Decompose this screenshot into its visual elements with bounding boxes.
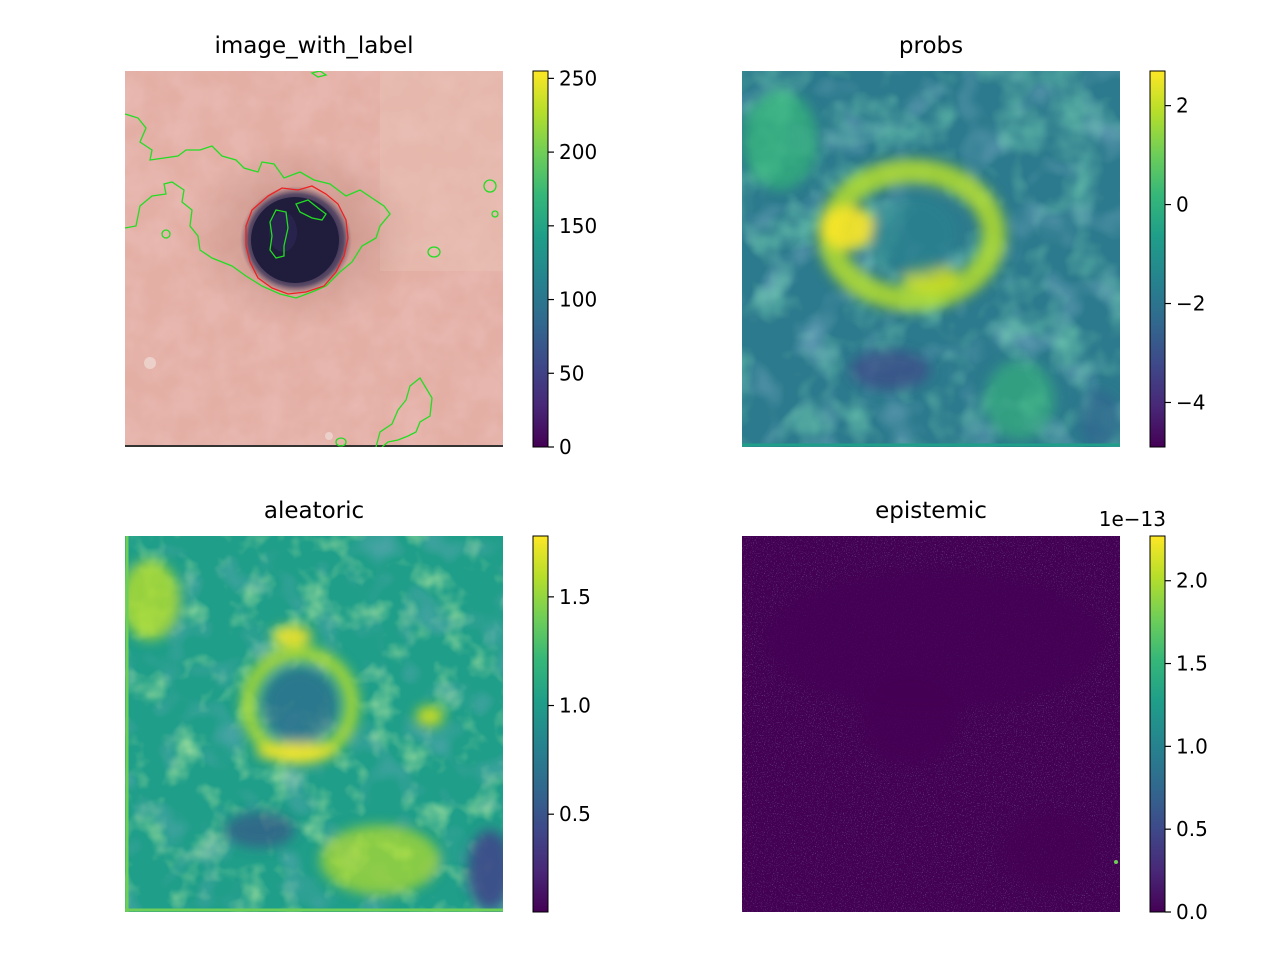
panel-title: epistemic	[875, 498, 987, 524]
colorbar-tick-label: 1.0	[1176, 734, 1208, 758]
panel-title: image_with_label	[214, 33, 413, 59]
colorbar-tick-label: 0	[559, 435, 572, 459]
green-contour-bottom	[375, 377, 433, 447]
red-contour	[245, 185, 349, 295]
panel-probs: probs −4 −2 0 2	[742, 33, 1205, 448]
green-contour-spot	[161, 229, 171, 239]
colorbar-tick-label: 1.5	[559, 585, 591, 609]
colorbar-tick-label: 1.5	[1176, 652, 1208, 676]
colorbar: 0.0 0.5 1.0 1.5 2.0	[1149, 535, 1208, 924]
colorbar-tick-label: 200	[559, 140, 597, 164]
green-contour-spot	[483, 179, 497, 193]
colorbar-tick-label: 1.0	[559, 694, 591, 718]
panel-title: probs	[899, 33, 963, 59]
colorbar-tick-label: 0	[1176, 193, 1189, 217]
green-contour-spot	[335, 437, 347, 447]
probs-heatmap	[742, 71, 1120, 447]
panel-image-with-label: image_with_label	[125, 33, 597, 459]
label-contours	[125, 71, 499, 447]
colorbar-tick-label: 50	[559, 361, 584, 385]
colorbar-tick-label: 150	[559, 214, 597, 238]
green-contour-spot	[310, 71, 328, 78]
colorbar: −4 −2 0 2	[1149, 70, 1205, 448]
colorbar-tick-label: 250	[559, 66, 597, 90]
green-contour-inner-2	[295, 199, 327, 221]
green-contour-spot	[491, 210, 499, 218]
colorbar-tick-label: 0.5	[559, 802, 591, 826]
panel-title: aleatoric	[264, 498, 364, 524]
green-contour-inner	[269, 209, 289, 259]
colorbar-tick-label: −4	[1176, 390, 1205, 414]
colorbar-tick-label: −2	[1176, 292, 1205, 316]
epistemic-heatmap	[742, 536, 1120, 912]
colorbar-tick-label: 0.5	[1176, 817, 1208, 841]
colorbar-tick-label: 0.0	[1176, 900, 1208, 924]
colorbar-tick-label: 2	[1176, 94, 1189, 118]
skin-image	[125, 71, 503, 447]
green-contour-large	[125, 113, 391, 299]
aleatoric-heatmap	[125, 536, 503, 912]
panel-epistemic: epistemic 0.0 0.5 1.0 1.5 2.0 1e−13	[742, 498, 1208, 924]
colorbar-offset-label: 1e−13	[1099, 507, 1166, 531]
green-contour-spot	[427, 246, 441, 258]
colorbar-tick-label: 2.0	[1176, 569, 1208, 593]
colorbar: 0 50 100 150 200 250	[532, 66, 597, 459]
panel-aleatoric: aleatoric 0.5 1.0 1.5	[125, 498, 591, 913]
colorbar: 0.5 1.0 1.5	[532, 535, 591, 913]
colorbar-tick-label: 100	[559, 288, 597, 312]
